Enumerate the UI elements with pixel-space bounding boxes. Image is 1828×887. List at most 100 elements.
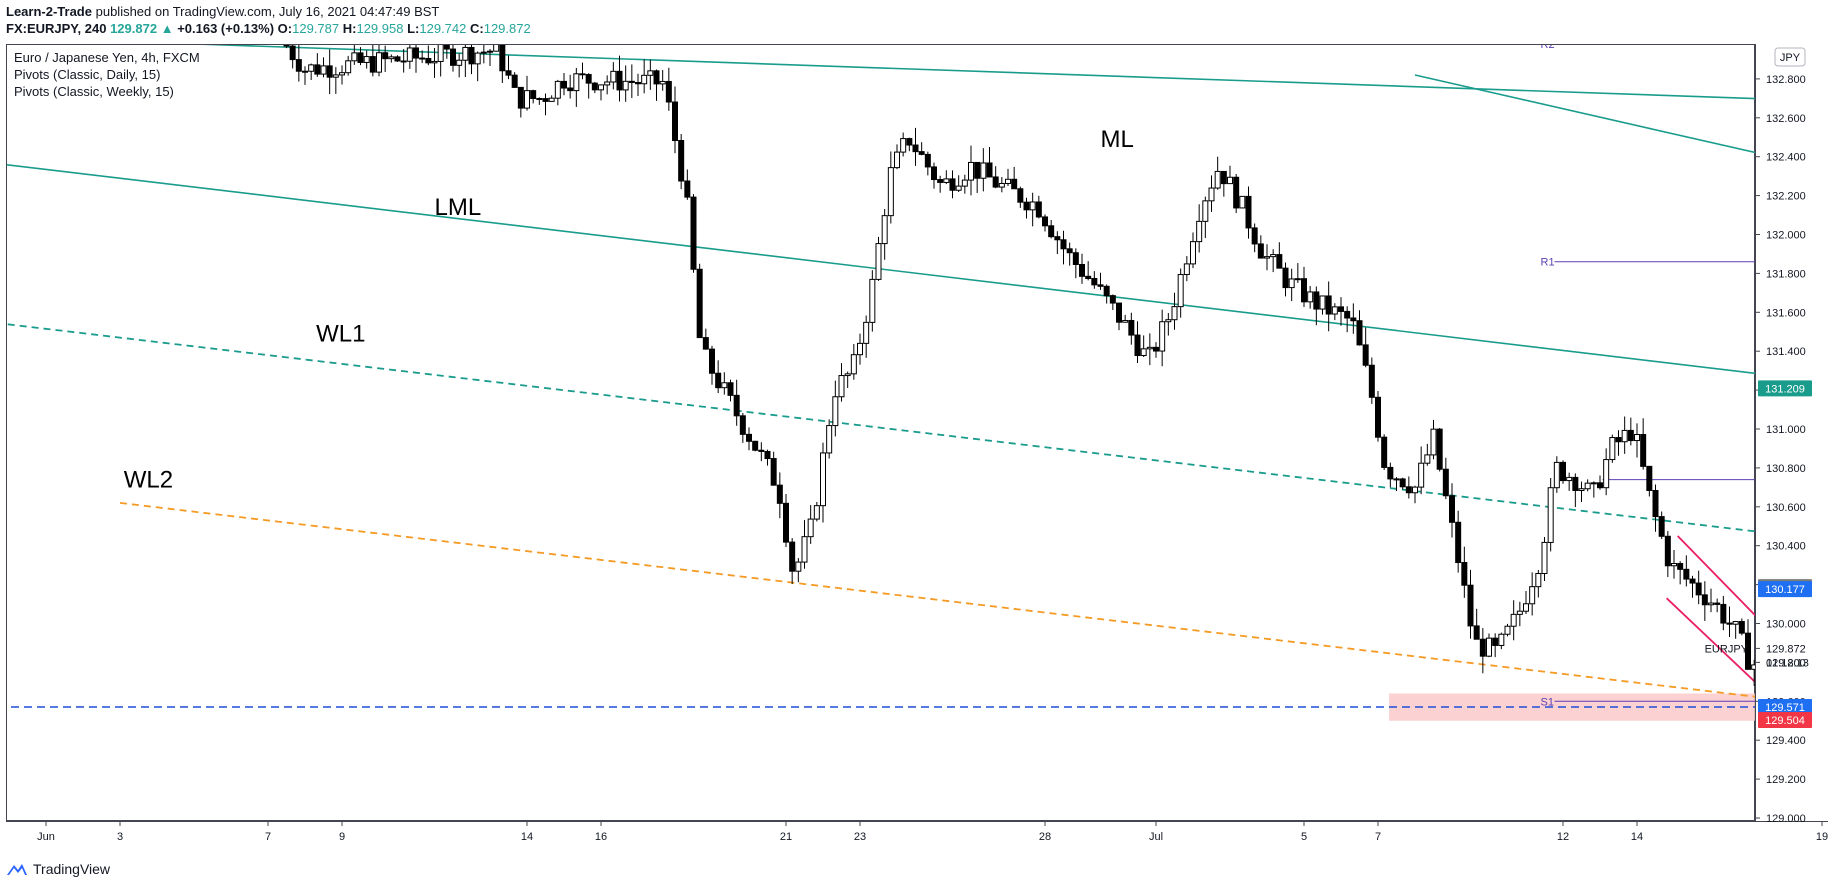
candle-body-37[interactable]: [511, 74, 518, 88]
candle-body-2[interactable]: [295, 59, 302, 72]
candle-body-163[interactable]: [1288, 278, 1295, 289]
candle-body-207[interactable]: [1560, 461, 1566, 482]
candle-body-110[interactable]: [961, 179, 968, 187]
candle-body-192[interactable]: [1467, 584, 1474, 627]
candle-body-59[interactable]: [647, 70, 654, 76]
candle-body-237[interactable]: [1745, 632, 1751, 670]
candle-body-130[interactable]: [1085, 275, 1092, 279]
candle-body-153[interactable]: [1227, 176, 1233, 185]
candle-body-213[interactable]: [1597, 482, 1603, 489]
candle-body-47[interactable]: [573, 73, 580, 92]
candle-body-115[interactable]: [992, 176, 999, 188]
candle-body-40[interactable]: [530, 90, 537, 99]
candle-body-65[interactable]: [684, 180, 691, 198]
wedge-lower-line[interactable]: [1665, 597, 1778, 703]
candle-body-95[interactable]: [869, 278, 876, 323]
price-label-box-2[interactable]: [1758, 581, 1812, 598]
publisher-name[interactable]: Learn-2-Trade: [6, 4, 92, 19]
candle-body-100[interactable]: [900, 138, 907, 153]
candle-body-158[interactable]: [1257, 243, 1264, 259]
candle-body-127[interactable]: [1066, 248, 1073, 254]
candle-body-112[interactable]: [974, 161, 981, 179]
candle-body-86[interactable]: [813, 505, 820, 520]
candle-body-124[interactable]: [1048, 225, 1055, 238]
candle-body-198[interactable]: [1504, 625, 1511, 635]
candle-body-104[interactable]: [924, 153, 931, 168]
candle-body-52[interactable]: [604, 81, 611, 86]
candle-body-57[interactable]: [635, 82, 641, 85]
candle-body-178[interactable]: [1381, 436, 1388, 468]
candle-body-106[interactable]: [937, 179, 944, 183]
candle-body-232[interactable]: [1714, 602, 1721, 605]
candle-body-45[interactable]: [561, 80, 567, 89]
candle-body-174[interactable]: [1356, 320, 1363, 346]
candle-body-235[interactable]: [1732, 621, 1739, 625]
candle-body-5[interactable]: [314, 64, 321, 75]
candle-body-149[interactable]: [1202, 200, 1209, 222]
candle-body-181[interactable]: [1399, 478, 1406, 488]
candle-body-88[interactable]: [826, 425, 833, 454]
candle-body-155[interactable]: [1239, 195, 1246, 209]
candle-body-83[interactable]: [795, 561, 802, 572]
candle-body-131[interactable]: [1091, 277, 1098, 286]
candle-body-8[interactable]: [332, 74, 339, 78]
wedge-upper-line[interactable]: [1677, 535, 1826, 688]
candle-body-62[interactable]: [665, 80, 672, 103]
candle-body-67[interactable]: [696, 268, 703, 339]
candle-body-38[interactable]: [517, 86, 524, 109]
candle-body-196[interactable]: [1492, 637, 1499, 646]
candle-body-214[interactable]: [1603, 459, 1610, 489]
candle-body-84[interactable]: [801, 536, 808, 563]
candle-body-29[interactable]: [462, 46, 469, 61]
candle-body-118[interactable]: [1011, 178, 1018, 190]
candle-body-121[interactable]: [1029, 201, 1036, 211]
candle-body-129[interactable]: [1079, 263, 1085, 277]
candle-body-107[interactable]: [943, 178, 950, 183]
candle-body-176[interactable]: [1368, 364, 1375, 398]
candle-body-146[interactable]: [1183, 263, 1190, 276]
candle-body-70[interactable]: [715, 372, 722, 389]
candle-body-152[interactable]: [1220, 170, 1227, 185]
candle-body-126[interactable]: [1060, 239, 1067, 250]
candle-body-111[interactable]: [968, 161, 974, 181]
candle-body-136[interactable]: [1122, 319, 1129, 323]
candle-body-119[interactable]: [1017, 188, 1024, 203]
candle-body-20[interactable]: [406, 47, 413, 62]
candle-body-93[interactable]: [857, 342, 863, 356]
candle-body-36[interactable]: [505, 70, 512, 76]
candle-body-179[interactable]: [1387, 466, 1394, 480]
candle-body-224[interactable]: [1664, 535, 1671, 567]
candle-body-140[interactable]: [1146, 346, 1153, 350]
candle-body-51[interactable]: [598, 84, 604, 91]
candle-body-128[interactable]: [1072, 252, 1079, 265]
chart-label-wl1[interactable]: WL1: [316, 320, 365, 347]
candle-body-99[interactable]: [894, 151, 900, 169]
candle-body-156[interactable]: [1245, 195, 1252, 229]
candle-body-173[interactable]: [1350, 317, 1357, 322]
candle-body-139[interactable]: [1140, 348, 1147, 357]
candle-body-105[interactable]: [931, 166, 937, 181]
candle-body-166[interactable]: [1307, 291, 1314, 303]
candle-body-208[interactable]: [1566, 476, 1573, 482]
candle-body-64[interactable]: [678, 140, 685, 182]
candle-body-233[interactable]: [1720, 603, 1727, 624]
candle-body-177[interactable]: [1375, 396, 1381, 438]
candle-body-58[interactable]: [641, 74, 648, 85]
candle-body-150[interactable]: [1208, 187, 1215, 202]
candle-body-77[interactable]: [758, 449, 765, 452]
chart-label-wl2[interactable]: WL2: [124, 466, 173, 493]
candle-body-193[interactable]: [1473, 625, 1480, 640]
candle-body-230[interactable]: [1701, 594, 1708, 606]
legend-indicator-weekly[interactable]: Pivots (Classic, Weekly, 15): [14, 84, 174, 99]
candle-body-133[interactable]: [1103, 285, 1110, 297]
candle-body-15[interactable]: [376, 52, 382, 73]
candle-body-225[interactable]: [1671, 563, 1677, 567]
candle-body-203[interactable]: [1535, 573, 1542, 588]
candle-body-18[interactable]: [394, 56, 401, 62]
candle-body-189[interactable]: [1449, 495, 1455, 523]
candle-body-141[interactable]: [1153, 346, 1159, 352]
candle-body-24[interactable]: [431, 60, 438, 64]
candle-body-26[interactable]: [443, 45, 450, 50]
candle-body-217[interactable]: [1621, 429, 1628, 443]
price-label-box-4[interactable]: [1758, 711, 1812, 728]
